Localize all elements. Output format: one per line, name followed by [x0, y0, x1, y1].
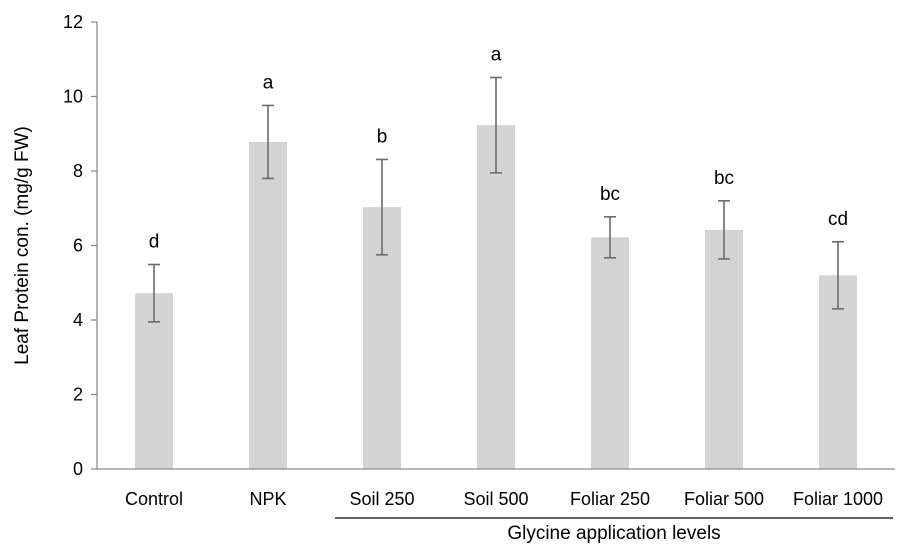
significance-letter: cd: [828, 209, 848, 230]
bar-foliar-250: [591, 237, 629, 469]
y-tick-label: 12: [63, 12, 83, 32]
bar-foliar-500: [705, 229, 743, 469]
significance-letter: b: [377, 126, 388, 147]
significance-labels: d a b a bc bc cd: [149, 45, 848, 253]
x-tick-label: Foliar 250: [570, 489, 650, 509]
error-bar: [262, 104, 274, 180]
significance-letter: bc: [600, 184, 620, 205]
x-axis: Control NPK Soil 250 Soil 500 Foliar 250 Foli…: [97, 468, 895, 509]
error-bar: [604, 216, 616, 259]
x-tick-label: Foliar 500: [684, 489, 764, 509]
y-tick-label: 8: [73, 161, 83, 181]
y-tick-label: 6: [73, 236, 83, 256]
y-tick-label: 0: [73, 459, 83, 479]
error-bars: [148, 76, 844, 323]
group-label: Glycine application levels: [507, 523, 720, 544]
error-bar: [148, 263, 160, 323]
x-tick-label: Soil 500: [463, 489, 528, 509]
error-bar: [376, 158, 388, 256]
y-axis-label: Leaf Protein con. (mg/g FW): [12, 126, 33, 365]
significance-letter: a: [263, 72, 274, 93]
x-tick-label: Foliar 1000: [793, 489, 883, 509]
y-tick-label: 2: [73, 385, 83, 405]
y-tick-label: 10: [63, 87, 83, 107]
bar-npk: [249, 141, 287, 469]
y-tick-label: 4: [73, 310, 83, 330]
error-bar: [490, 76, 502, 174]
error-bar: [832, 240, 844, 310]
x-tick-label: Control: [125, 489, 183, 509]
significance-letter: bc: [714, 168, 734, 189]
significance-letter: d: [149, 231, 160, 252]
x-tick-label: NPK: [249, 489, 286, 509]
x-tick-label: Soil 250: [349, 489, 414, 509]
bars: [135, 125, 857, 470]
error-bar: [718, 200, 730, 260]
bar-soil-500: [477, 125, 515, 470]
y-axis: 0 2 4 6 8 10 12: [63, 12, 98, 479]
significance-letter: a: [491, 45, 502, 66]
